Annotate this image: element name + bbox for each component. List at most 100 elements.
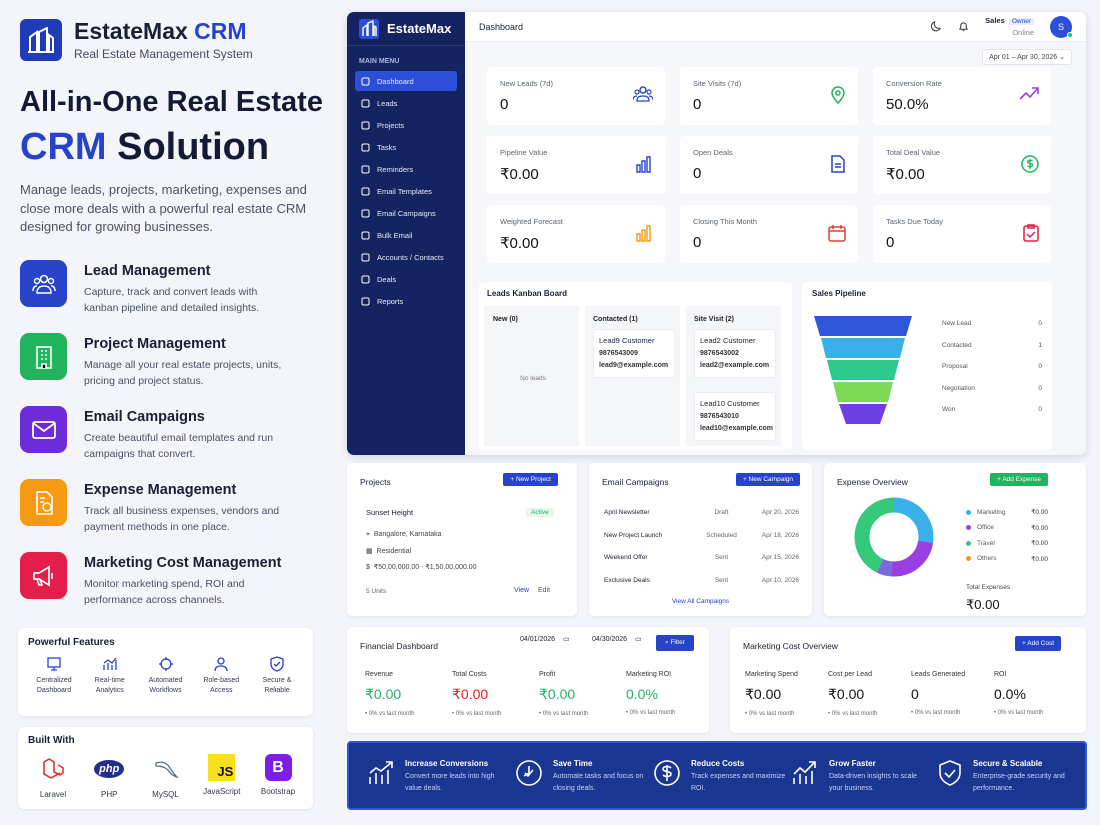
user-info[interactable]: Sales Owner Online: [985, 16, 1034, 37]
lead-card[interactable]: Lead9 Customer 9876543009 lead9@example.co…: [593, 329, 675, 378]
hero-title-line1: All-in-One Real Estate: [20, 86, 323, 118]
sales-pipeline: Sales Pipeline New Lead 0 Contacted 1 Propos…: [802, 282, 1052, 450]
contact-icon: [361, 253, 370, 262]
stat-card[interactable]: New Leads (7d) 0: [487, 67, 665, 125]
lead-card[interactable]: Lead2 Customer 9876543002 lead2@example.co…: [694, 329, 776, 378]
feature-title: Lead Management: [84, 263, 211, 279]
benefits-banner: Increase Conversions Convert more leads i…: [347, 741, 1087, 810]
sidebar-item-email-campaigns[interactable]: Email Campaigns: [355, 203, 457, 223]
stat-value: ₹0.00: [500, 235, 539, 252]
main-content: Dashboard Sales Owner Online S Apr 01 – A…: [465, 12, 1086, 455]
moon-icon[interactable]: [931, 21, 942, 32]
feature-desc: Create beautiful email templates and run…: [84, 432, 274, 460]
campaign-row[interactable]: New Project Launch Scheduled Apr 18, 2026: [604, 531, 799, 539]
sidebar-item-projects[interactable]: Projects: [355, 115, 457, 135]
legend-dot: [966, 556, 971, 561]
campaign-row[interactable]: April Newsletter Draft Apr 20, 2026: [604, 509, 799, 516]
stat-value: 0: [693, 165, 702, 182]
campaign-row[interactable]: Weekend Offer Sent Apr 15, 2026: [604, 554, 799, 561]
sidebar-brand[interactable]: EstateMax: [347, 12, 465, 46]
workflow-icon: [158, 657, 173, 671]
feature-item: Email Campaigns Create beautiful email t…: [20, 406, 284, 462]
bell-icon[interactable]: [958, 21, 969, 32]
financial-metric: Total Costs ₹0.00 • 0% vs last month: [452, 671, 502, 717]
view-link[interactable]: View: [514, 587, 530, 594]
sidebar-item-dashboard[interactable]: Dashboard: [355, 71, 457, 91]
financial-title: Financial Dashboard: [360, 641, 438, 651]
dollar-circle-icon: [653, 759, 681, 795]
menu-section-title: MAIN MENU: [359, 58, 400, 65]
feature-desc: Capture, track and convert leads with ka…: [84, 286, 260, 314]
sidebar-item-tasks[interactable]: Tasks: [355, 137, 457, 157]
units-count: 5 Units: [366, 588, 387, 595]
stat-card[interactable]: Weighted Forecast ₹0.00: [487, 205, 665, 263]
bar-chart-icon: [635, 155, 653, 173]
legend-item: Travel ₹0.00: [966, 539, 1048, 547]
to-date-input[interactable]: 04/30/2026 ▭: [592, 635, 642, 644]
document-icon: [830, 155, 846, 173]
legend-dot: [966, 525, 971, 530]
feature-item: Expense Management Track all business ex…: [20, 479, 284, 535]
send-icon: [361, 209, 370, 218]
bootstrap-icon: B: [264, 754, 292, 781]
users-icon: [20, 260, 67, 307]
mysql-dolphin-icon: [151, 754, 181, 784]
powerful-features-card: Powerful Features Centralized Dashboard R…: [18, 628, 313, 716]
campaign-row[interactable]: Exclusive Deals Sent Apr 10, 2026: [604, 576, 799, 584]
brand-name: EstateMax CRM: [74, 18, 247, 44]
new-project-button[interactable]: + New Project: [503, 473, 558, 486]
stat-value: 0: [693, 234, 702, 251]
user-icon: [214, 657, 228, 672]
tech-php: php PHP: [84, 754, 134, 799]
built-with-title: Built With: [28, 735, 75, 746]
sidebar-item-reminders[interactable]: Reminders: [355, 159, 457, 179]
stat-card[interactable]: Site Visits (7d) 0: [680, 67, 858, 125]
mail-icon: [361, 187, 370, 196]
users-icon: [633, 86, 653, 102]
edit-link[interactable]: Edit: [538, 587, 551, 594]
avatar[interactable]: S: [1050, 15, 1073, 38]
stat-card[interactable]: Conversion Rate 50.0%: [873, 67, 1051, 125]
stat-value: ₹0.00: [500, 166, 539, 183]
stat-label: Pipeline Value: [500, 148, 548, 157]
stat-card[interactable]: Total Deal Value ₹0.00: [873, 136, 1051, 194]
financial-metric: Profit ₹0.00 • 0% vs last month: [539, 671, 589, 717]
price-icon: $: [366, 564, 370, 571]
sidebar-item-bulk-email[interactable]: Bulk Email: [355, 225, 457, 245]
monitor-icon: [47, 657, 61, 671]
stat-card[interactable]: Open Deals 0: [680, 136, 858, 194]
sidebar-item-leads[interactable]: Leads: [355, 93, 457, 113]
user-icon: [361, 99, 370, 108]
view-all-campaigns-link[interactable]: View All Campaigns: [671, 598, 730, 605]
stat-card[interactable]: Closing This Month 0: [680, 205, 858, 263]
pipeline-row: Negotiation 0: [942, 384, 1042, 392]
empty-state: No leads: [520, 375, 546, 382]
stat-value: 0: [500, 96, 509, 113]
lead-card[interactable]: Lead10 Customer 9876543010 lead10@example.…: [694, 392, 776, 441]
stat-card[interactable]: Pipeline Value ₹0.00: [487, 136, 665, 194]
building-logo-icon: [20, 18, 62, 61]
sidebar-item-deals[interactable]: Deals: [355, 269, 457, 289]
project-name[interactable]: Sunset Height: [366, 508, 414, 517]
benefit-item: Save Time Automate tasks and focus on clo…: [515, 759, 648, 795]
add-cost-button[interactable]: + Add Cost: [1015, 636, 1061, 651]
new-campaign-button[interactable]: + New Campaign: [735, 473, 800, 486]
kanban-col-new: New (0) No leads: [493, 316, 589, 382]
expense-donut-chart: [854, 497, 934, 577]
kanban-title: Leads Kanban Board: [487, 289, 568, 298]
from-date-input[interactable]: 04/01/2026 ▭: [520, 635, 570, 644]
date-range-selector[interactable]: Apr 01 – Apr 30, 2026 ⌄: [982, 49, 1072, 65]
financial-metric: Revenue ₹0.00 • 0% vs last month: [365, 671, 415, 717]
sidebar-item-accounts-contacts[interactable]: Accounts / Contacts: [355, 247, 457, 267]
location-pin-icon: ⌖: [366, 531, 370, 538]
sidebar-item-reports[interactable]: Reports: [355, 291, 457, 311]
projects-title: Projects: [360, 477, 391, 487]
stat-value: ₹0.00: [886, 166, 925, 183]
feature-centralized: Centralized Dashboard: [28, 656, 80, 696]
filter-button[interactable]: ⌕ Filter: [656, 635, 694, 651]
add-expense-button[interactable]: + Add Expense: [990, 473, 1048, 486]
total-expenses-value: ₹0.00: [966, 597, 1000, 612]
sidebar-item-email-templates[interactable]: Email Templates: [355, 181, 457, 201]
stat-card[interactable]: Tasks Due Today 0: [873, 205, 1051, 263]
marketing-cost-panel: Marketing Cost Overview + Add Cost Marke…: [730, 627, 1086, 733]
